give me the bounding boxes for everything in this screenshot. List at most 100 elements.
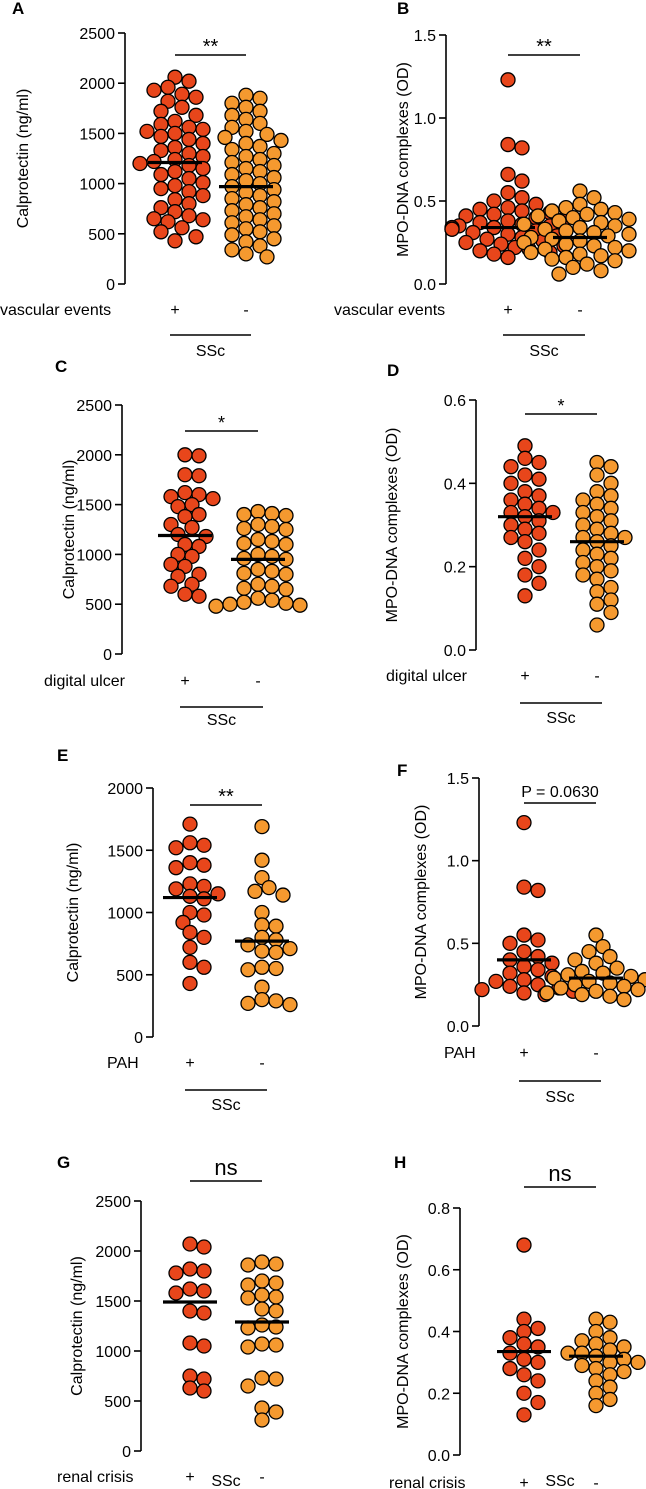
data-point xyxy=(181,157,197,174)
data-point xyxy=(516,814,532,831)
y-axis-title: Calprotectin (ng/ml) xyxy=(15,89,32,229)
data-point xyxy=(530,1373,546,1389)
data-point xyxy=(531,525,547,541)
series-negative xyxy=(217,87,289,265)
data-point xyxy=(530,932,546,948)
data-point xyxy=(238,246,254,262)
significance-label: P = 0.0630 xyxy=(521,784,599,801)
data-point xyxy=(240,1339,256,1355)
data-point xyxy=(182,855,198,871)
data-point xyxy=(589,596,605,612)
y-tick-label: 500 xyxy=(104,1394,131,1411)
data-point xyxy=(167,163,183,180)
data-point xyxy=(188,229,204,245)
panel-letter: G xyxy=(57,1153,70,1172)
panel-e: E 0 500 1000 1500 2000 Calprotectin (ng/ml) ** +… xyxy=(57,746,298,1114)
data-point xyxy=(182,1335,198,1351)
row-label: vascular events xyxy=(334,302,445,319)
data-point xyxy=(250,561,266,577)
data-point xyxy=(191,506,207,523)
data-point xyxy=(586,190,602,206)
significance-label: ** xyxy=(218,786,234,808)
data-point xyxy=(500,185,516,201)
y-tick-label: 1000 xyxy=(76,547,112,564)
group-caption: SSc xyxy=(545,1473,574,1489)
data-point xyxy=(236,594,252,610)
data-point xyxy=(264,518,280,535)
data-point xyxy=(247,883,263,899)
data-point xyxy=(182,939,198,956)
data-point xyxy=(153,103,169,119)
data-point xyxy=(195,212,211,228)
y-tick-label: 0.0 xyxy=(447,1019,469,1036)
data-point xyxy=(530,882,546,899)
data-point xyxy=(250,516,266,533)
data-point xyxy=(558,223,574,239)
row-label: digital ulcer xyxy=(44,673,126,690)
data-point xyxy=(516,216,532,232)
data-point xyxy=(502,1330,518,1346)
data-point xyxy=(153,166,169,183)
data-point xyxy=(254,1287,270,1303)
data-point xyxy=(278,581,294,597)
data-point xyxy=(181,131,197,148)
data-point xyxy=(254,1301,270,1317)
group-label: - xyxy=(259,1469,264,1486)
data-point xyxy=(153,180,169,197)
data-point xyxy=(191,448,207,464)
series-positive xyxy=(474,814,581,1003)
data-point xyxy=(523,244,539,261)
y-axis-title: MPO-DNA complexes (OD) xyxy=(384,428,401,623)
data-point xyxy=(224,227,240,243)
data-point xyxy=(444,221,460,237)
data-point xyxy=(516,1336,532,1352)
data-point xyxy=(139,123,155,140)
data-point xyxy=(268,1256,284,1272)
data-point xyxy=(181,208,197,224)
data-point xyxy=(514,203,530,219)
data-point xyxy=(252,224,268,240)
data-point xyxy=(184,519,200,536)
data-point xyxy=(266,218,282,234)
y-tick-label: 2000 xyxy=(76,448,112,465)
data-point xyxy=(174,99,190,115)
group-label: + xyxy=(519,1475,528,1489)
data-point xyxy=(236,535,252,552)
data-point xyxy=(474,981,490,998)
data-point xyxy=(278,566,294,582)
data-point xyxy=(250,576,266,592)
data-point xyxy=(268,1337,284,1353)
data-point xyxy=(516,943,532,960)
data-point xyxy=(168,1285,184,1301)
data-point xyxy=(208,598,224,614)
data-point xyxy=(236,506,252,523)
group-caption: SSc xyxy=(207,712,236,729)
data-point xyxy=(530,208,546,224)
y-tick-label: 1.5 xyxy=(414,28,436,45)
group-caption: SSc xyxy=(529,343,558,360)
data-point xyxy=(278,521,294,538)
group-label: - xyxy=(577,302,582,319)
data-point xyxy=(264,505,280,522)
data-point xyxy=(544,251,560,267)
y-tick-label: 0.2 xyxy=(428,1386,450,1403)
y-axis-title: Calprotectin (ng/ml) xyxy=(61,460,78,600)
data-point xyxy=(259,249,275,265)
data-point xyxy=(236,565,252,581)
y-axis-title: MPO-DNA complexes (OD) xyxy=(413,805,430,1000)
series-positive xyxy=(158,447,221,604)
y-tick-label: 2500 xyxy=(76,398,112,415)
series-positive xyxy=(497,1237,551,1423)
data-point xyxy=(572,183,588,199)
data-point xyxy=(589,467,605,483)
group-label: - xyxy=(259,1055,264,1072)
data-point xyxy=(240,1378,256,1394)
row-label: renal crisis xyxy=(389,1475,465,1489)
data-point xyxy=(268,993,284,1009)
y-tick-label: 2000 xyxy=(95,1244,131,1261)
series-negative xyxy=(539,927,646,1008)
data-point xyxy=(517,588,533,604)
data-point xyxy=(196,1283,212,1299)
data-point xyxy=(574,1357,590,1374)
data-point xyxy=(182,835,198,851)
